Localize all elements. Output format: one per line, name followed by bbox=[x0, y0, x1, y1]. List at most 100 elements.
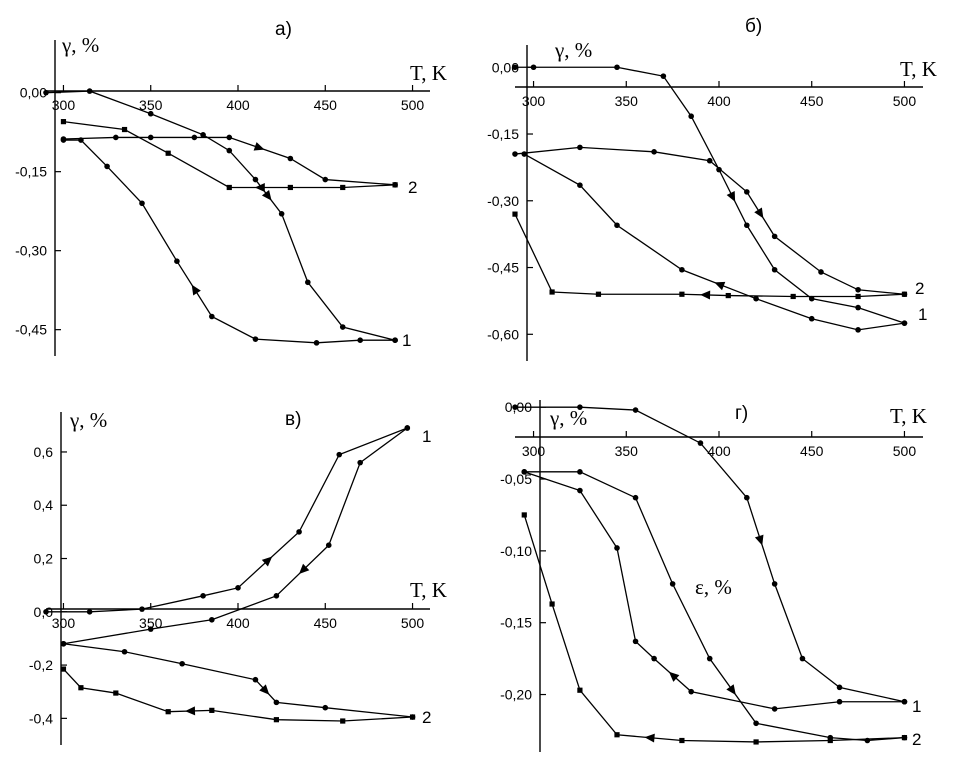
series-2-heating-point bbox=[669, 581, 676, 587]
series-1-cooling-point bbox=[679, 266, 685, 273]
series-1-cooling-point bbox=[357, 459, 363, 466]
series-1-cooling-point bbox=[209, 616, 215, 623]
series-2-heating-point bbox=[252, 676, 259, 683]
series-1-heating-line bbox=[46, 427, 408, 613]
x-tick-label: 500 bbox=[893, 93, 917, 109]
series-1-cooling-arrow bbox=[298, 563, 310, 574]
series-2-heating-point bbox=[753, 720, 759, 727]
y-tick-label: -0,45 bbox=[487, 260, 519, 276]
series-2-heating-point bbox=[322, 704, 329, 711]
series-1-cooling-point bbox=[404, 425, 411, 431]
y-tick-label: 0,2 bbox=[34, 551, 54, 567]
series-1-cooling-point bbox=[252, 336, 259, 342]
series-1-heating-point bbox=[512, 404, 518, 410]
series-1-cooling-point bbox=[808, 315, 815, 322]
series-2-cooling-point bbox=[409, 714, 416, 720]
series-1-heating-point bbox=[660, 73, 667, 79]
x-tick-label: 450 bbox=[314, 615, 338, 631]
series-1-heating-point bbox=[200, 593, 206, 599]
series-2-heating-line bbox=[514, 146, 905, 295]
series-1-heating-point bbox=[697, 440, 704, 446]
series-2-cooling-point bbox=[790, 293, 796, 300]
series-2-heating-point bbox=[60, 136, 67, 142]
series-2-cooling-arrow bbox=[254, 182, 265, 192]
x-tick-label: 450 bbox=[800, 443, 824, 459]
series-1-heating-point bbox=[716, 166, 722, 173]
series-2-cooling-point bbox=[753, 739, 759, 745]
x-tick-label: 500 bbox=[401, 97, 425, 113]
series-1-cooling-point bbox=[651, 655, 657, 662]
x-axis-title: T, K bbox=[890, 404, 927, 428]
series-2-cooling-point bbox=[679, 737, 685, 744]
x-tick-label: 400 bbox=[226, 615, 250, 631]
y-tick-label: -0,20 bbox=[500, 687, 532, 703]
series-2-heating-point bbox=[60, 640, 67, 647]
series-1-cooling-arrow bbox=[668, 671, 680, 682]
series-1-cooling-point bbox=[688, 688, 694, 695]
series-1-cooling-point bbox=[855, 327, 861, 333]
series-1-heating-point bbox=[305, 279, 311, 286]
curve-label-1: 1 bbox=[402, 331, 411, 350]
x-axis-title: T, K bbox=[900, 57, 937, 81]
series-1-cooling-point bbox=[753, 295, 759, 302]
series-2-heating-arrow bbox=[259, 684, 270, 695]
x-tick-label: 300 bbox=[522, 443, 546, 459]
series-1-cooling-point bbox=[521, 151, 528, 157]
series-2-cooling-point bbox=[595, 291, 602, 297]
series-1-heating-arrow bbox=[261, 189, 272, 201]
panel-label: в) bbox=[285, 409, 301, 430]
x-tick-label: 350 bbox=[139, 97, 163, 113]
series-1-heating-point bbox=[577, 404, 583, 410]
series-1-cooling-point bbox=[901, 320, 908, 326]
series-1-heating-point bbox=[86, 88, 93, 94]
y-axis-title: γ, % bbox=[69, 408, 107, 432]
series-2-cooling-point bbox=[901, 735, 908, 741]
series-2-heating-arrow bbox=[726, 684, 736, 696]
series-2-cooling-point bbox=[165, 709, 171, 715]
series-1-heating-point bbox=[836, 684, 843, 691]
x-tick-label: 300 bbox=[52, 97, 76, 113]
series-1-heating-arrow bbox=[261, 556, 273, 567]
y-axis-title: γ, % bbox=[61, 33, 99, 57]
series-1-cooling-point bbox=[357, 337, 363, 344]
series-1-cooling-point bbox=[313, 340, 320, 346]
series-1-cooling-point bbox=[577, 487, 583, 494]
series-1-heating-point bbox=[632, 407, 639, 413]
x-tick-label: 500 bbox=[893, 443, 917, 459]
curve-label-1: 1 bbox=[422, 427, 431, 446]
x-tick-label: 300 bbox=[52, 615, 76, 631]
series-1-heating-point bbox=[688, 113, 694, 120]
series-1-heating-arrow bbox=[754, 534, 764, 546]
series-2-cooling-point bbox=[287, 184, 293, 191]
y-axis-title: γ, % bbox=[554, 38, 592, 62]
y-tick-label: -0,15 bbox=[487, 126, 519, 142]
series-2-heating-point bbox=[855, 286, 861, 293]
series-2-heating-point bbox=[147, 134, 154, 141]
y-tick-label: -0,60 bbox=[487, 326, 519, 342]
series-2-cooling-point bbox=[226, 184, 232, 191]
chart-panel-4: 300 350 400 450 5000,00-0,05-0,10-0,15-0,20γ… bbox=[500, 399, 927, 752]
x-axis-title: T, K bbox=[410, 578, 447, 602]
y-tick-label: -0,05 bbox=[500, 471, 532, 487]
series-2-cooling-point bbox=[165, 150, 171, 156]
curve-label-2: 2 bbox=[408, 178, 417, 197]
series-1-cooling-point bbox=[104, 163, 110, 170]
series-1-heating-point bbox=[744, 494, 750, 501]
series-2-heating-point bbox=[521, 469, 528, 475]
series-1-heating-point bbox=[744, 222, 750, 229]
chart-panel-2: 300 350 400 450 500 0,00 -0,15 -0,30 -0,45 -0,60 γ… bbox=[487, 16, 937, 361]
y-tick-label: 0,4 bbox=[34, 497, 54, 513]
series-1-cooling-point bbox=[614, 545, 620, 551]
series-1-heating-point bbox=[147, 110, 154, 117]
y-tick-label: -0,30 bbox=[487, 193, 519, 209]
series-2-heating-point bbox=[113, 134, 119, 141]
series-2-heating-point bbox=[179, 660, 185, 667]
series-1-cooling-point bbox=[632, 638, 639, 645]
series-1-heating-point bbox=[771, 581, 778, 587]
x-tick-label: 400 bbox=[707, 93, 731, 109]
series-1-heating-point bbox=[771, 266, 778, 273]
series-2-cooling-arrow bbox=[185, 706, 196, 716]
y-tick-label: -0,10 bbox=[500, 543, 532, 559]
series-1-cooling-line bbox=[63, 427, 408, 645]
